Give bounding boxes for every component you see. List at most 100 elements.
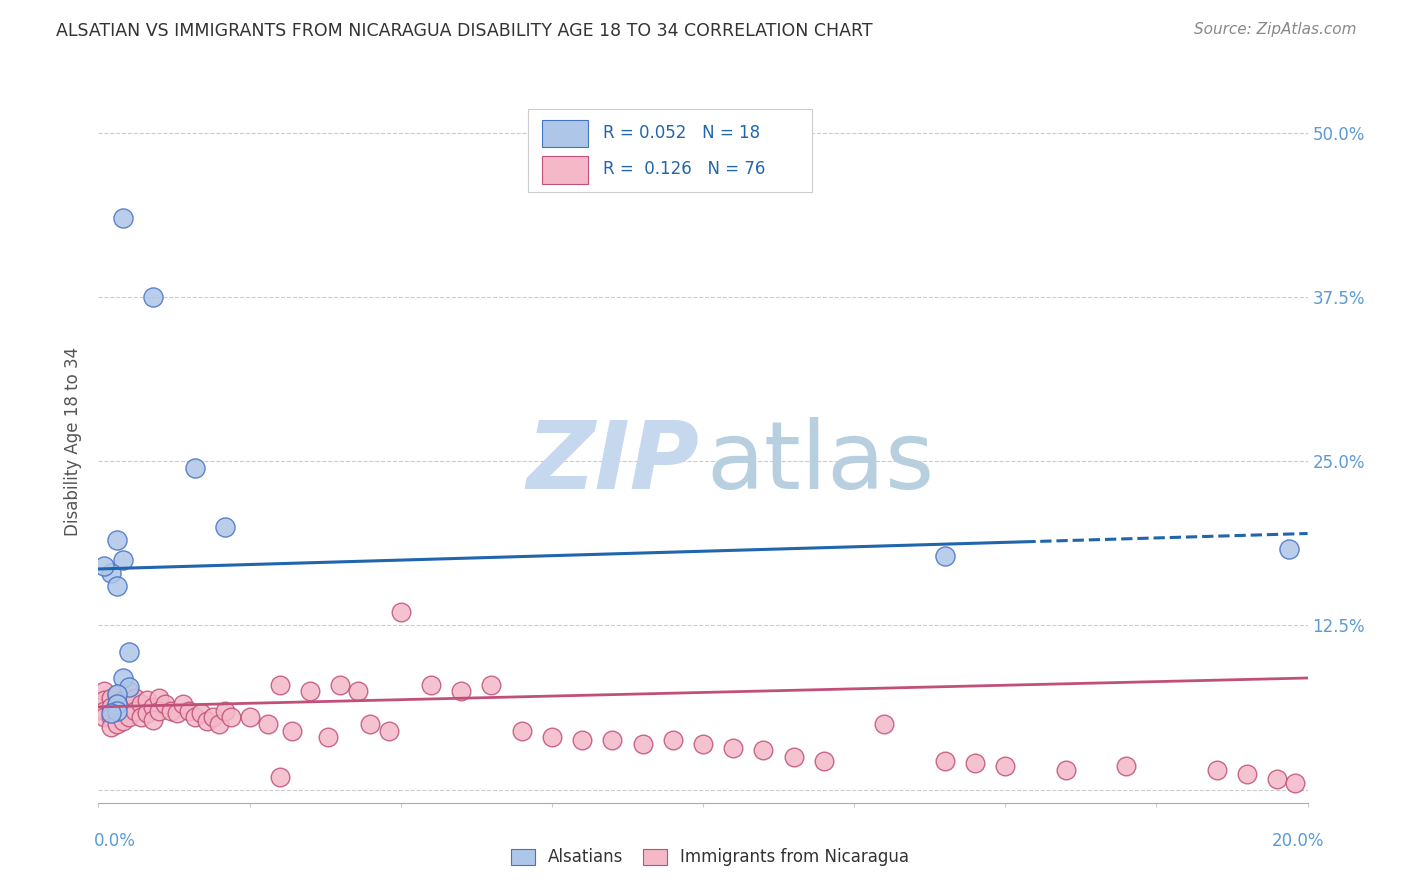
Point [142, 699, 165, 714]
Point [316, 730, 339, 744]
Point [100, 699, 122, 714]
Point [1278, 542, 1301, 557]
Point [347, 684, 370, 698]
Point [142, 290, 165, 304]
Point [111, 671, 134, 685]
Point [124, 704, 146, 718]
Point [481, 677, 503, 691]
Point [190, 706, 212, 721]
Point [129, 710, 152, 724]
Point [783, 749, 806, 764]
Point [540, 730, 562, 744]
Point [100, 710, 122, 724]
Point [360, 717, 382, 731]
FancyBboxPatch shape [543, 156, 588, 184]
Point [571, 732, 593, 747]
Point [105, 533, 128, 547]
Point [281, 723, 304, 738]
Point [105, 698, 128, 712]
Y-axis label: Disability Age 18 to 34: Disability Age 18 to 34 [65, 347, 83, 536]
Text: ZIP: ZIP [526, 417, 699, 509]
Point [723, 740, 745, 755]
Point [873, 717, 896, 731]
Point [135, 693, 157, 707]
Point [93, 684, 115, 698]
Point [269, 677, 291, 691]
Point [93, 704, 115, 718]
Point [105, 687, 128, 701]
Point [221, 710, 243, 724]
Point [329, 677, 352, 691]
FancyBboxPatch shape [543, 120, 588, 147]
Point [148, 704, 170, 718]
Point [602, 732, 624, 747]
Point [994, 759, 1017, 773]
Point [214, 520, 236, 534]
Point [105, 706, 128, 721]
Point [105, 579, 128, 593]
Point [129, 698, 152, 712]
Point [631, 737, 654, 751]
Text: 0.0%: 0.0% [94, 831, 136, 849]
Text: Source: ZipAtlas.com: Source: ZipAtlas.com [1194, 22, 1357, 37]
Point [214, 704, 236, 718]
Point [1284, 776, 1306, 790]
Point [813, 754, 835, 768]
Point [111, 704, 134, 718]
Point [93, 559, 115, 574]
Point [105, 698, 128, 712]
FancyBboxPatch shape [527, 109, 811, 193]
Point [299, 684, 322, 698]
Point [269, 770, 291, 784]
Point [420, 677, 443, 691]
Point [934, 549, 956, 563]
Point [172, 698, 194, 712]
Text: atlas: atlas [707, 417, 935, 509]
Point [111, 553, 134, 567]
Point [135, 706, 157, 721]
Point [148, 690, 170, 705]
Point [450, 684, 472, 698]
Point [118, 710, 141, 724]
Point [166, 706, 188, 721]
Point [202, 710, 225, 724]
Text: R =  0.126   N = 76: R = 0.126 N = 76 [603, 161, 765, 178]
Point [118, 698, 141, 712]
Point [208, 717, 231, 731]
Point [752, 743, 775, 757]
Point [195, 714, 218, 729]
Point [100, 720, 122, 734]
Point [105, 704, 128, 718]
Point [1236, 767, 1258, 781]
Point [377, 723, 399, 738]
Point [184, 710, 207, 724]
Point [1206, 763, 1229, 777]
Text: 20.0%: 20.0% [1272, 831, 1324, 849]
Legend: Alsatians, Immigrants from Nicaragua: Alsatians, Immigrants from Nicaragua [505, 842, 915, 873]
Point [105, 688, 128, 702]
Point [1115, 759, 1137, 773]
Point [934, 754, 956, 768]
Point [153, 698, 176, 712]
Point [179, 704, 201, 718]
Point [111, 693, 134, 707]
Point [142, 713, 165, 727]
Point [93, 693, 115, 707]
Point [510, 723, 533, 738]
Point [105, 717, 128, 731]
Point [239, 710, 262, 724]
Point [965, 756, 987, 771]
Point [389, 605, 412, 619]
Point [184, 460, 207, 475]
Point [692, 737, 714, 751]
Point [100, 706, 122, 721]
Point [118, 680, 141, 694]
Text: ALSATIAN VS IMMIGRANTS FROM NICARAGUA DISABILITY AGE 18 TO 34 CORRELATION CHART: ALSATIAN VS IMMIGRANTS FROM NICARAGUA DI… [56, 22, 873, 40]
Point [111, 211, 134, 226]
Point [1054, 763, 1077, 777]
Point [100, 566, 122, 580]
Point [124, 690, 146, 705]
Text: R = 0.052   N = 18: R = 0.052 N = 18 [603, 124, 759, 142]
Point [111, 714, 134, 729]
Point [93, 710, 115, 724]
